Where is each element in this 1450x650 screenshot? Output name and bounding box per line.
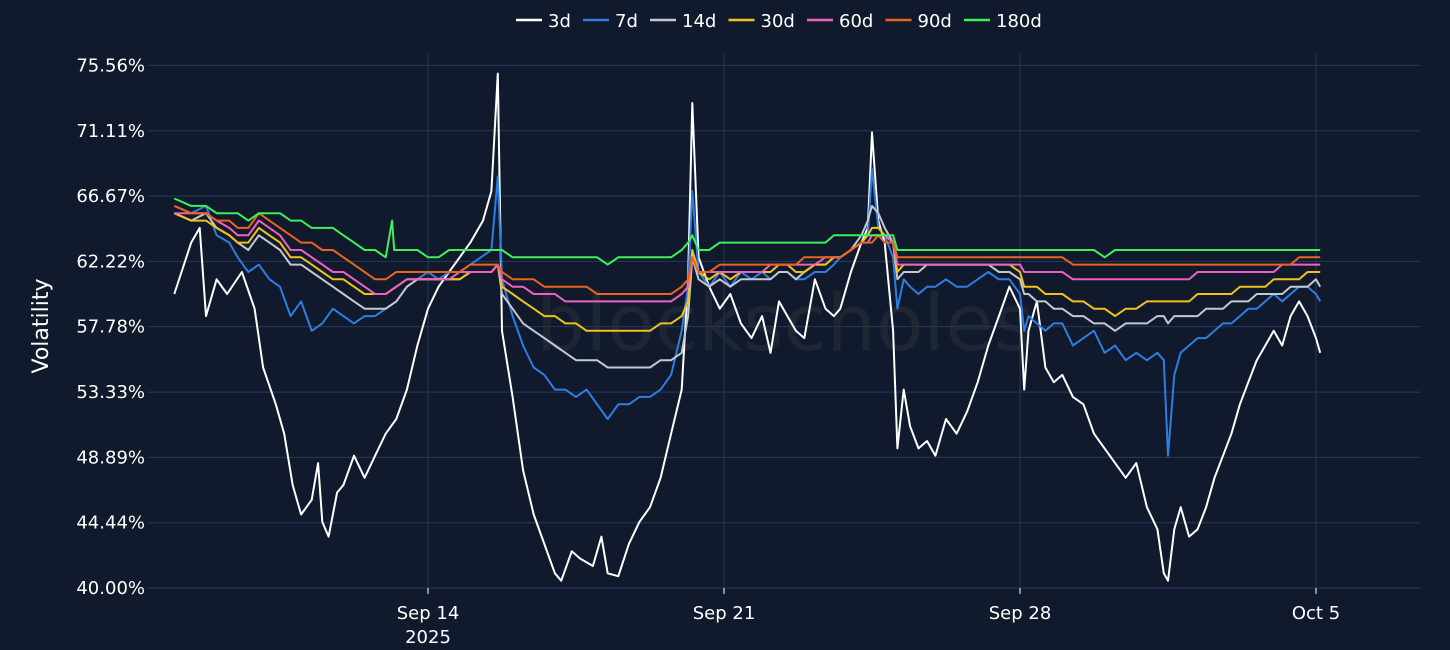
y-tick-label: 53.33% [76, 382, 145, 403]
legend-label: 30d [761, 11, 795, 32]
legend-label: 90d [918, 11, 952, 32]
legend-item-180d[interactable]: 180d [964, 11, 1042, 32]
legend-item-3d[interactable]: 3d [516, 11, 571, 32]
series-line-14d [173, 204, 1322, 369]
series-line-90d [173, 204, 1321, 295]
legend-item-14d[interactable]: 14d [650, 11, 716, 32]
legend-label: 3d [548, 11, 571, 32]
series-line-60d [174, 212, 1321, 303]
y-tick-label: 62.22% [76, 251, 145, 272]
y-tick-label: 75.56% [76, 55, 145, 76]
x-tick-label: Oct 5 [1292, 603, 1340, 624]
y-tick-label: 44.44% [76, 513, 145, 534]
legend-label: 180d [996, 11, 1042, 32]
y-tick-label: 71.11% [76, 121, 145, 142]
x-tick-label: Sep 21 [693, 603, 756, 624]
legend-item-60d[interactable]: 60d [807, 11, 873, 32]
legend-label: 7d [615, 11, 638, 32]
legend-item-7d[interactable]: 7d [583, 11, 638, 32]
y-tick-label: 66.67% [76, 186, 145, 207]
x-tick-sublabel: 2025 [405, 627, 451, 648]
y-axis-label: Volatility [29, 278, 54, 373]
y-tick-label: 48.89% [76, 447, 145, 468]
legend-item-90d[interactable]: 90d [885, 11, 952, 32]
watermark-text: blockscholes [536, 279, 1034, 369]
series-layer [173, 72, 1322, 582]
legend-label: 60d [839, 11, 873, 32]
y-tick-label: 57.78% [76, 317, 145, 338]
x-tick-label: Sep 28 [989, 603, 1052, 624]
legend-label: 14d [682, 11, 716, 32]
legend: 3d 7d 14d 30d 60d 90d 180d [516, 11, 1042, 32]
series-line-3d [173, 72, 1322, 582]
legend-item-30d[interactable]: 30d [728, 11, 795, 32]
y-tick-label: 40.00% [76, 578, 145, 599]
x-tick-label: Sep 14 [397, 603, 460, 624]
grid-layer [148, 53, 1420, 589]
y-axis: 40.00% 44.44% 48.89% 53.33% 57.78% 62.22% 66.6… [76, 55, 145, 599]
x-axis: Sep 14 2025 Sep 21 Sep 28 Oct 5 [397, 588, 1340, 648]
series-line-180d [173, 197, 1321, 266]
